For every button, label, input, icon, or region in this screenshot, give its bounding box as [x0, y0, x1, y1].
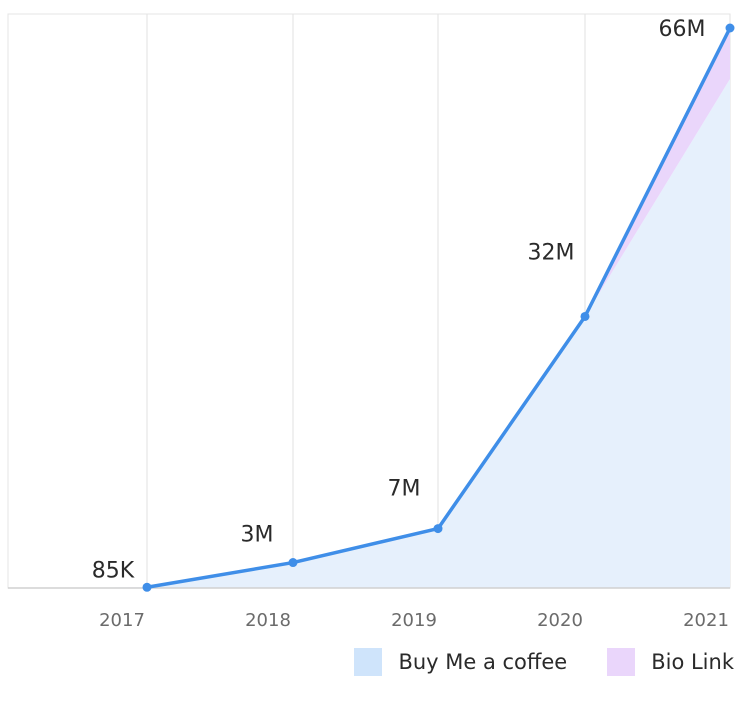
x-axis-ticks: 2017 2018 2019 2020 2021 — [99, 610, 729, 630]
data-point-2020 — [580, 311, 590, 321]
data-label-2021: 66M — [659, 17, 706, 42]
legend-label-bio-link: Bio Link — [651, 650, 734, 674]
area-chart: 85K 3M 7M 32M 66M 2017 2018 2019 2020 2021 — [7, 13, 735, 630]
data-points — [142, 23, 735, 592]
data-point-2021 — [725, 23, 735, 33]
data-label-2019: 7M — [388, 477, 421, 502]
x-tick-2018: 2018 — [245, 610, 291, 630]
legend-swatch-buy-me-a-coffee — [354, 648, 383, 676]
data-label-2020: 32M — [528, 240, 575, 265]
legend-swatch-bio-link — [607, 648, 636, 676]
x-tick-2021: 2021 — [683, 610, 729, 630]
legend-label-buy-me-a-coffee: Buy Me a coffee — [398, 650, 568, 674]
x-tick-2019: 2019 — [391, 610, 437, 630]
legend: Buy Me a coffee Bio Link — [314, 648, 734, 676]
data-point-2018 — [288, 558, 298, 568]
stacked-areas — [8, 28, 730, 588]
legend-item-buy-me-a-coffee[interactable]: Buy Me a coffee — [354, 648, 567, 676]
data-point-2019 — [433, 524, 443, 534]
data-labels: 85K 3M 7M 32M 66M — [92, 17, 706, 583]
x-tick-2017: 2017 — [99, 610, 145, 630]
data-label-2017: 85K — [92, 558, 135, 583]
x-tick-2020: 2020 — [537, 610, 583, 630]
data-point-2017 — [142, 582, 152, 592]
data-label-2018: 3M — [241, 523, 274, 548]
legend-item-bio-link[interactable]: Bio Link — [607, 648, 734, 676]
area-buy-me-a-coffee — [8, 78, 730, 588]
